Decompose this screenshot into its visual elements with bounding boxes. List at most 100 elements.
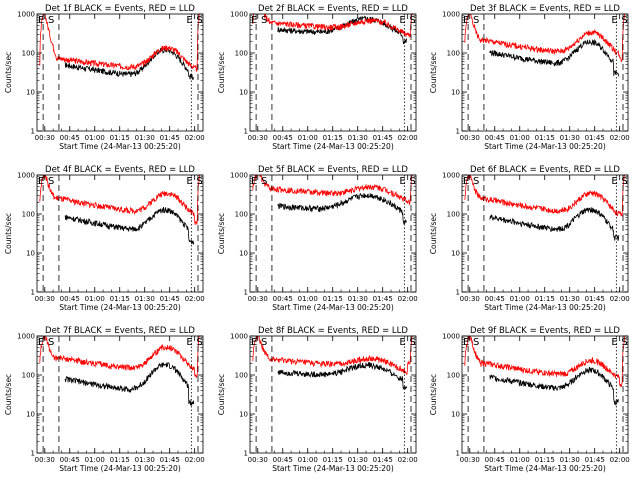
events-series-line [64,362,195,407]
y-tick-label: 100 [22,211,35,219]
x-axis-label: Start Time (24-Mar-13 00:25:20) [272,142,394,151]
panel-title: Det 6f BLACK = Events, RED = LLD [470,165,620,175]
y-tick-label: 1000 [230,11,248,19]
y-tick-label: 100 [22,372,35,380]
events-series-line [277,15,408,44]
x-tick-label: 01:15 [535,456,555,464]
events-series-line [277,361,408,391]
marker-label: S [473,176,479,187]
y-tick-label: 100 [447,211,460,219]
lld-series-line [252,14,413,38]
y-tick-label: 10 [451,250,460,258]
marker-label: E [186,176,192,187]
x-tick-label: 01:15 [323,295,343,303]
x-tick-label: 01:15 [535,134,555,142]
x-tick-label: 00:30 [35,456,55,464]
x-tick-label: 01:00 [510,134,530,142]
y-tick-label: 10 [26,411,35,419]
marker-label: E [251,176,257,187]
lld-series-line [252,336,413,376]
panel-title: Det 2f BLACK = Events, RED = LLD [258,4,408,14]
marker-label: E [399,15,405,26]
marker-label: S [261,15,267,26]
marker-label: E [186,15,192,26]
x-axis-label: Start Time (24-Mar-13 00:25:20) [59,464,181,473]
x-tick-label: 00:45 [485,134,505,142]
x-tick-label: 00:30 [35,134,55,142]
x-tick-label: 02:00 [185,134,205,142]
y-tick-label: 1000 [442,172,460,180]
lld-series-line [464,336,626,388]
plot-frame [461,335,629,454]
y-tick-label: 1000 [17,11,35,19]
x-tick-label: 00:30 [460,456,480,464]
panel-title: Det 7f BLACK = Events, RED = LLD [45,326,195,336]
y-tick-label: 1000 [17,172,35,180]
y-tick-label: 1000 [442,333,460,341]
x-tick-label: 01:45 [585,295,605,303]
x-tick-label: 01:00 [85,134,105,142]
y-tick-label: 100 [235,372,248,380]
marker-label: E [251,337,257,348]
marker-label: E [399,176,405,187]
marker-label: S [409,337,415,348]
plot-frame [461,13,629,132]
x-tick-label: 01:45 [160,456,180,464]
x-tick-label: 01:00 [298,456,318,464]
y-tick-label: 100 [447,50,460,58]
x-tick-label: 00:45 [273,456,293,464]
plot-frame [36,174,204,293]
x-tick-label: 02:00 [398,295,418,303]
panel-title: Det 4f BLACK = Events, RED = LLD [45,165,195,175]
x-axis-label: Start Time (24-Mar-13 00:25:20) [272,303,394,312]
x-tick-label: 02:00 [185,295,205,303]
y-axis-label: Counts/sec [4,213,13,254]
y-tick-label: 1 [31,128,35,136]
marker-label: S [48,15,54,26]
x-tick-label: 01:45 [160,295,180,303]
lld-series-line [252,175,413,206]
x-tick-label: 01:15 [323,456,343,464]
plot-frame [249,335,417,454]
x-tick-label: 00:45 [60,456,80,464]
y-tick-label: 1 [456,289,460,297]
x-tick-label: 00:30 [460,134,480,142]
lld-series-line [39,336,200,378]
y-axis-label: Counts/sec [217,52,226,93]
x-tick-label: 02:00 [398,134,418,142]
x-tick-label: 02:00 [610,295,630,303]
marker-label: S [196,15,202,26]
panel-title: Det 9f BLACK = Events, RED = LLD [470,326,620,336]
y-tick-label: 1 [31,450,35,458]
y-tick-label: 100 [22,50,35,58]
marker-label: S [409,176,415,187]
marker-label: S [261,176,267,187]
x-tick-label: 00:45 [485,456,505,464]
x-tick-label: 00:45 [273,134,293,142]
marker-label: S [48,176,54,187]
x-tick-label: 01:30 [135,295,155,303]
marker-label: E [611,337,617,348]
x-tick-label: 01:15 [110,456,130,464]
marker-label: S [196,337,202,348]
x-axis-label: Start Time (24-Mar-13 00:25:20) [272,464,394,473]
marker-label: E [186,337,192,348]
y-tick-label: 100 [447,372,460,380]
x-tick-label: 00:30 [248,134,268,142]
x-tick-label: 02:00 [398,456,418,464]
x-tick-label: 02:00 [185,456,205,464]
y-tick-label: 1 [31,289,35,297]
x-tick-label: 01:45 [373,134,393,142]
events-series-line [277,193,407,225]
marker-label: S [409,15,415,26]
x-tick-label: 01:00 [85,295,105,303]
y-tick-label: 1 [456,450,460,458]
marker-label: E [463,337,469,348]
x-axis-label: Start Time (24-Mar-13 00:25:20) [59,142,181,151]
lld-series-line [39,14,200,73]
panel-title: Det 5f BLACK = Events, RED = LLD [258,165,408,175]
